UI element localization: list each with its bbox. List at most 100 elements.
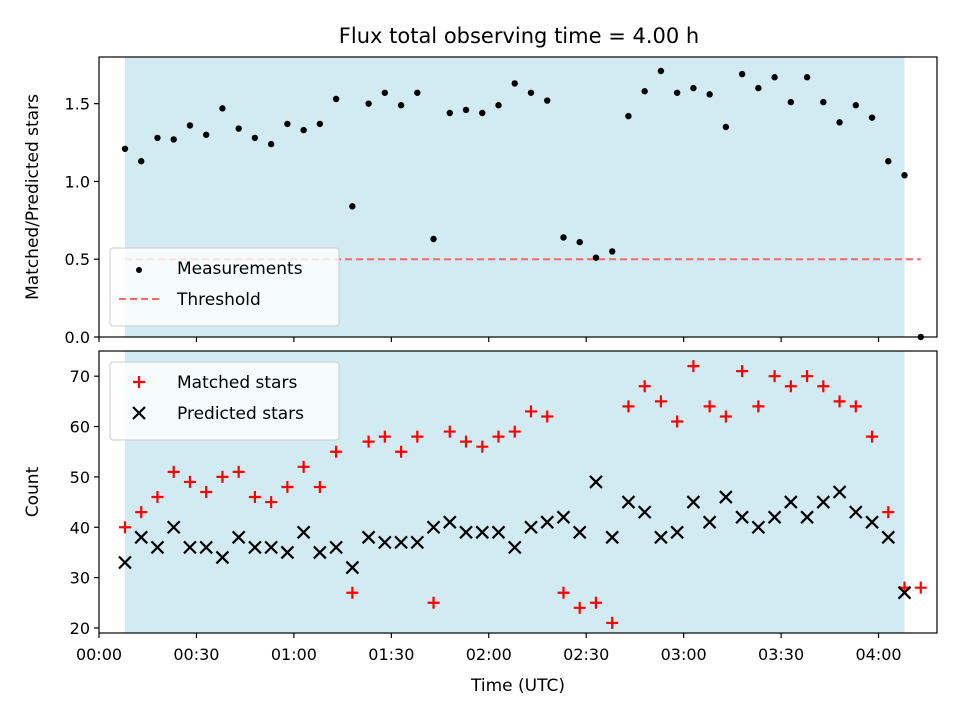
matched-point xyxy=(541,410,554,423)
predicted-point xyxy=(264,540,278,555)
measurement-point xyxy=(771,74,778,81)
predicted-point xyxy=(784,495,798,509)
matched-point xyxy=(443,425,456,438)
predicted-point xyxy=(426,520,441,535)
measurement-point xyxy=(479,109,486,117)
x-axis-label: Time (UTC) xyxy=(470,676,565,696)
measurement-point xyxy=(121,145,129,152)
measurement-point xyxy=(170,136,177,143)
predicted-point xyxy=(800,510,814,524)
measurement-point xyxy=(446,109,453,117)
legend: Measurements Threshold xyxy=(109,247,340,327)
legend-marker xyxy=(136,267,142,273)
legend-box xyxy=(109,247,340,327)
matched-point xyxy=(183,475,196,488)
series-1 xyxy=(118,475,912,600)
matched-point xyxy=(914,581,927,594)
legend-label: Threshold xyxy=(176,290,261,310)
matched-point xyxy=(476,440,489,453)
predicted-point xyxy=(702,515,717,529)
predicted-point xyxy=(719,490,733,504)
x-tick-label: 03:30 xyxy=(758,645,804,664)
matched-point xyxy=(216,470,229,483)
y-tick-label: 1.5 xyxy=(65,95,90,114)
measurement-point xyxy=(316,120,324,128)
matched-point xyxy=(524,405,537,418)
x-tick-label: 02:00 xyxy=(466,645,512,664)
matched-point xyxy=(606,616,619,629)
measurement-point xyxy=(722,123,730,131)
measurement-point xyxy=(592,254,600,261)
predicted-point xyxy=(654,530,668,545)
y-axis-label: Count xyxy=(23,466,43,517)
series-0 xyxy=(118,360,927,629)
matched-point xyxy=(833,395,846,408)
predicted-point xyxy=(605,530,619,545)
measurement-point xyxy=(527,89,535,96)
axes-frame xyxy=(98,56,938,338)
predicted-point xyxy=(199,540,213,555)
predicted-point xyxy=(637,505,652,519)
chart-title: Flux total observing time = 4.00 h xyxy=(339,24,699,48)
count-panel: 20 30 40 50 60 70 00:00 00:30 01:00 01:30 02:00 02:… xyxy=(23,350,938,696)
predicted-point xyxy=(816,495,831,509)
measurement-point xyxy=(397,102,405,109)
predicted-point xyxy=(735,510,749,524)
matched-point xyxy=(638,380,651,393)
measurement-point xyxy=(381,89,389,96)
predicted-point xyxy=(361,530,376,545)
predicted-point xyxy=(507,540,522,555)
matched-point xyxy=(573,601,586,614)
measurement-point xyxy=(690,84,697,92)
predicted-point xyxy=(296,525,311,540)
matched-point xyxy=(849,400,862,413)
predicted-point xyxy=(329,540,343,555)
ratio-panel: 0.0 0.5 1.0 1.5 Matched/Predicted stars Measu… xyxy=(23,56,938,347)
matched-point xyxy=(557,586,570,599)
matched-point xyxy=(411,430,424,443)
axes-frame xyxy=(98,350,938,634)
matched-point xyxy=(589,596,602,609)
matched-point xyxy=(167,465,180,478)
matched-point xyxy=(151,491,164,504)
predicted-point xyxy=(897,585,912,600)
measurement-point xyxy=(885,158,892,165)
measurement-point xyxy=(462,106,470,114)
predicted-point xyxy=(394,535,408,550)
matched-point xyxy=(460,435,473,448)
y-tick-label: 0.0 xyxy=(65,328,90,347)
predicted-point xyxy=(621,495,636,509)
predicted-point xyxy=(686,495,701,509)
predicted-point xyxy=(280,545,295,560)
matched-point xyxy=(654,395,667,408)
measurement-point xyxy=(755,84,762,92)
legend-marker xyxy=(133,376,145,388)
measurement-point xyxy=(868,114,876,121)
y-axis-label: Matched/Predicted stars xyxy=(23,94,43,300)
matched-point xyxy=(265,496,278,509)
y-tick-label: 40 xyxy=(70,518,90,537)
measurement-point xyxy=(852,102,859,109)
matched-point xyxy=(135,506,148,519)
predicted-point xyxy=(378,535,392,550)
matched-point xyxy=(801,370,814,383)
series-0 xyxy=(121,67,924,341)
predicted-point xyxy=(313,545,327,560)
matched-point xyxy=(492,430,505,443)
matched-point xyxy=(752,400,765,413)
predicted-point xyxy=(524,520,538,535)
predicted-point xyxy=(248,540,262,555)
x-tick-label: 02:30 xyxy=(563,645,609,664)
measurement-point xyxy=(673,89,681,96)
matched-point xyxy=(427,596,440,609)
measurement-point xyxy=(657,67,665,75)
measurement-point xyxy=(706,91,713,98)
matched-point xyxy=(817,380,830,393)
measurement-point xyxy=(138,158,145,165)
x-tick-label: 00:00 xyxy=(76,645,122,664)
measurement-point xyxy=(332,95,340,103)
y-tick-label: 1.0 xyxy=(65,172,90,191)
matched-point xyxy=(719,410,732,423)
matched-point xyxy=(248,491,261,504)
